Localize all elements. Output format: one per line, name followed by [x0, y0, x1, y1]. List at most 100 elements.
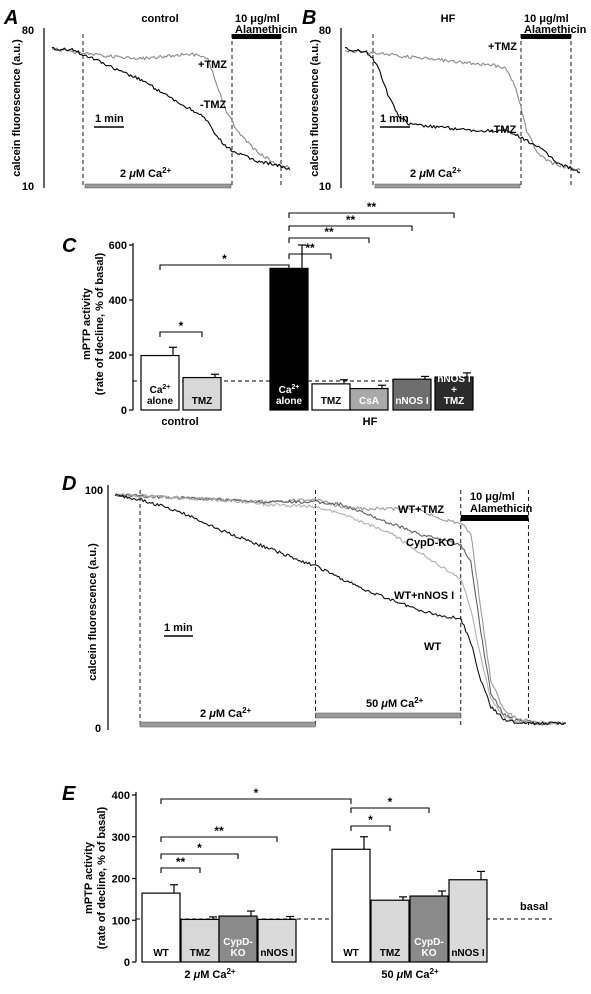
- panel-a-title: control: [141, 13, 178, 25]
- panel-label-b: B: [302, 7, 316, 29]
- panel-c-bar-6: [434, 376, 474, 411]
- panel-e-significance: ********: [160, 786, 430, 873]
- panel-e-ytick-label-3: 100: [112, 915, 130, 927]
- panel-c-sig-mark-5: **: [367, 200, 377, 214]
- panel-b-series-label-notmz: -TMZ: [490, 124, 517, 136]
- panel-d-scale-label: 1 min: [164, 622, 193, 634]
- panel-e-sig-bracket-0: [160, 867, 201, 873]
- panel-b-ytick-top: 80: [319, 25, 331, 37]
- panel-label-a: A: [3, 7, 18, 29]
- panel-e-sig-mark-5: *: [388, 795, 393, 809]
- panel-c-group-hf: HF: [363, 416, 378, 428]
- panel-e-bar-label-1-0: TMZ: [190, 948, 211, 959]
- panel-e-ytick-label-0: 400: [112, 790, 130, 802]
- panel-d: D 100 0 calcein fluorescence (a.u.) 10 μ…: [62, 473, 567, 735]
- panel-c-bar-label-3-0: TMZ: [321, 396, 342, 407]
- panel-d-ca-label-1: 2 μM Ca2+: [200, 706, 252, 720]
- panel-a-trace-1: [51, 46, 291, 171]
- panel-c-bar-label-6-1: +: [451, 385, 457, 396]
- panel-d-ytick-bottom: 0: [95, 723, 101, 735]
- panel-e-bar-label-6-0: CypD-: [414, 937, 443, 948]
- panel-a-ylabel: calcein fluorescence (a.u.): [11, 39, 23, 177]
- panel-c-bar-label-0-1: alone: [147, 396, 174, 407]
- panel-e-ylabel-line2: (rate of decline, % of basal): [96, 806, 108, 949]
- panel-c-sig-bracket-3: [288, 237, 370, 243]
- panel-c-bar-label-1-0: TMZ: [192, 396, 213, 407]
- panel-b: B HF 80 10 calcein fluorescence (a.u.) 1…: [302, 7, 587, 193]
- panel-c-bar-2: [269, 267, 309, 411]
- panel-e-yticks: 400 300 200 100 0: [112, 790, 136, 969]
- panel-a-ca-bar: [84, 183, 232, 189]
- panel-b-title: HF: [441, 13, 456, 25]
- panel-e-sig-mark-4: *: [368, 813, 373, 827]
- panel-c-bar-label-2-1: alone: [276, 396, 303, 407]
- panel-e-sig-mark-1: *: [197, 841, 202, 855]
- panel-c-bar-label-6-0: nNOS I: [437, 374, 471, 385]
- panel-a: A control 80 10 calcein fluorescence (a.…: [3, 7, 298, 193]
- panel-a-alamethicin-bar: [232, 34, 281, 39]
- panel-b-scale-label: 1 min: [380, 113, 409, 125]
- panel-d-markers: [139, 490, 529, 728]
- panel-c-sig-bracket-0: [159, 331, 203, 337]
- panel-c-bar-label-4-0: CsA: [359, 396, 379, 407]
- panel-b-traces: [344, 47, 581, 174]
- panel-d-traces: [114, 493, 567, 726]
- panel-e-sig-bracket-1: [160, 853, 239, 859]
- panel-e-bar-label-0-0: WT: [153, 948, 169, 959]
- panel-c-sig-mark-1: *: [222, 252, 227, 266]
- panel-b-ytick-bottom: 10: [319, 181, 331, 193]
- panel-d-series-label-wt: WT: [424, 641, 441, 653]
- panel-a-ala-text1: 10 μg/ml: [235, 13, 280, 25]
- panel-c-sig-mark-0: *: [179, 319, 184, 333]
- panel-e-bar-label-3-0: nNOS I: [260, 948, 294, 959]
- panel-e-ylabel-line1: mPTP activity: [83, 841, 95, 914]
- panel-c-bar-3: [311, 383, 351, 411]
- panel-c-ytick-label-1: 400: [109, 295, 127, 307]
- panel-b-series-label-tmz: +TMZ: [488, 41, 517, 53]
- panel-e-bar-3: [257, 918, 297, 963]
- panel-c-bar-0: [140, 354, 180, 411]
- panel-e-ytick-label-1: 300: [112, 832, 130, 844]
- panel-e-group-50ca: 50 μM Ca2+: [381, 967, 439, 981]
- panel-b-trace-0: [344, 49, 581, 171]
- panel-d-ala-text1: 10 μg/ml: [470, 491, 515, 503]
- panel-c-ylabel-line2: (rate of decline, % of basal): [94, 252, 106, 395]
- panel-c-sig-mark-3: **: [324, 225, 334, 239]
- panel-c-ytick-label-3: 0: [121, 405, 127, 417]
- panel-e-bar-label-5-0: TMZ: [380, 948, 401, 959]
- panel-e-bar-label-7-0: nNOS I: [451, 948, 485, 959]
- panel-c-sig-bracket-2: [288, 253, 332, 259]
- panel-c-group-control: control: [161, 416, 198, 428]
- panel-label-c: C: [62, 235, 77, 257]
- panel-a-series-label-notmz: -TMZ: [200, 99, 227, 111]
- panel-d-ca-bar-1: [139, 721, 316, 728]
- panel-c-ytick-label-0: 600: [109, 240, 127, 252]
- panel-e-sig-bracket-5: [350, 807, 430, 813]
- panel-d-ca-label-2: 50 μM Ca2+: [366, 696, 424, 710]
- panel-a-ytick-top: 80: [22, 25, 34, 37]
- panel-d-trace-1: [114, 493, 567, 726]
- panel-c-bar-4: [349, 387, 389, 411]
- panel-e-bar-4: [331, 848, 371, 963]
- panel-e-group-2ca: 2 μM Ca2+: [184, 967, 236, 981]
- panel-e-bar-label-6-1: KO: [422, 948, 437, 959]
- panel-e-sig-bracket-4: [350, 825, 391, 831]
- panel-d-ala-text2: Alamethicin: [470, 503, 533, 515]
- panel-c-sig-bracket-5: [288, 212, 455, 218]
- panel-c-significance: **********: [159, 200, 455, 337]
- panel-e-bar-6: [409, 895, 449, 963]
- panel-b-trace-1: [345, 47, 581, 174]
- panel-b-ylabel: calcein fluorescence (a.u.): [309, 39, 321, 177]
- panel-b-ca-label: 2 μM Ca2+: [410, 166, 462, 180]
- panel-e-bar-0: [141, 892, 181, 963]
- panel-e-sig-mark-2: **: [214, 824, 224, 838]
- panel-b-ala-text1: 10 μg/ml: [524, 13, 569, 25]
- panel-e-sig-bracket-3: [160, 798, 352, 804]
- panel-c-bar-label-6-2: TMZ: [444, 396, 465, 407]
- panel-b-alamethicin-bar: [521, 34, 571, 39]
- panel-d-ylabel: calcein fluorescence (a.u.): [87, 543, 99, 681]
- panel-c-yticks: 600 400 200 0: [109, 240, 133, 417]
- panel-e-bar-7: [448, 879, 488, 963]
- panel-d-ca-bar-2: [315, 712, 462, 719]
